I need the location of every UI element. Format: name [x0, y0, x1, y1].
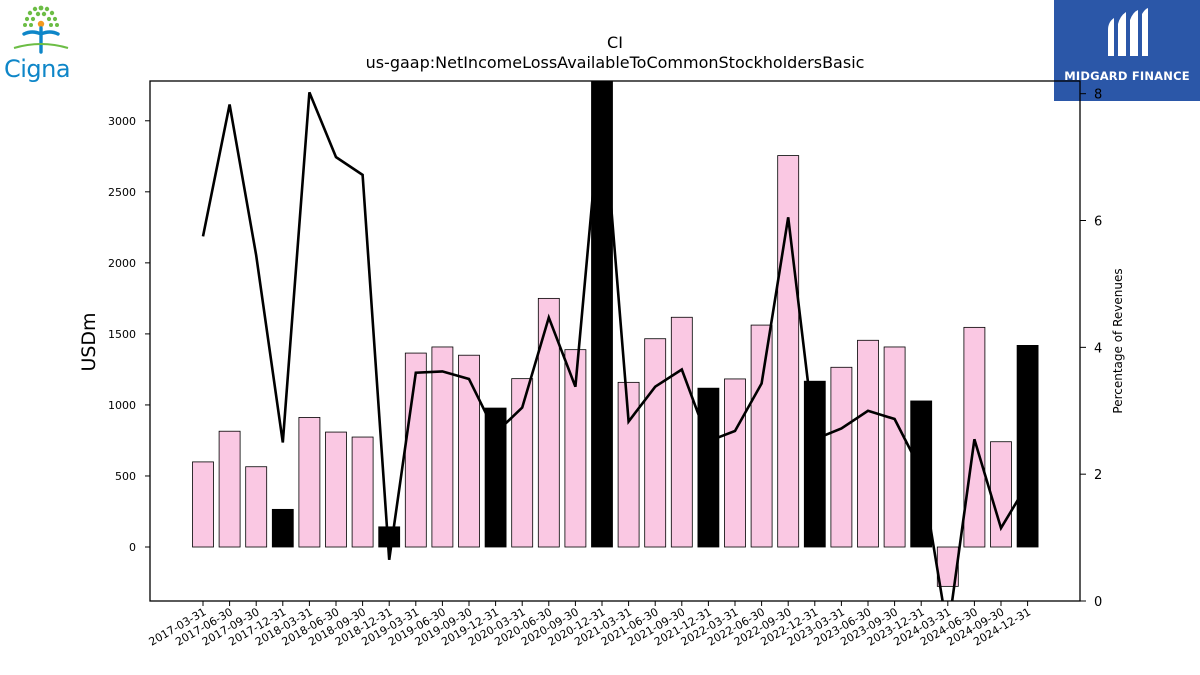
y-tick-label: 500: [115, 470, 136, 483]
y-tick-label: 1000: [108, 399, 136, 412]
y-tick-label: 3000: [108, 115, 136, 128]
chart-title: CI: [607, 33, 623, 52]
bar-2019-06-30: [431, 346, 454, 548]
y2-tick-label: 6: [1094, 215, 1102, 230]
bar-2024-06-30: [963, 326, 986, 548]
bar-2018-06-30: [325, 431, 347, 548]
plot-clip-group: [192, 81, 1039, 601]
bar-2017-12-31: [271, 508, 294, 548]
bar-2023-06-30: [857, 339, 879, 548]
bar-2018-09-30: [351, 436, 374, 548]
bar-2022-06-30: [750, 324, 773, 548]
bar-2019-12-31: [484, 407, 507, 548]
bar-2021-09-30: [670, 316, 693, 548]
y-tick-label: 2000: [108, 257, 136, 270]
cigna-wordmark: Cigna: [4, 55, 71, 83]
bar-2021-06-30: [644, 338, 667, 548]
bar-2021-03-31: [617, 381, 640, 548]
y2-tick-label: 2: [1094, 468, 1102, 483]
bar-2023-03-31: [830, 366, 853, 548]
midgard-finance-logo: MIDGARD FINANCE: [1054, 0, 1200, 101]
bar-2017-09-30: [245, 466, 268, 548]
midgard-finance-wordmark: MIDGARD FINANCE: [1064, 69, 1190, 83]
bar-2019-03-31: [404, 352, 427, 548]
bar-2017-03-31: [192, 461, 214, 548]
bar-2022-09-30: [777, 155, 800, 548]
bar-2023-09-30: [883, 346, 906, 548]
plot-area: 050010001500200025003000024682017-03-312…: [108, 80, 1102, 649]
bar-2021-12-31: [697, 387, 720, 548]
bar-2020-03-31: [511, 378, 534, 548]
bar-2024-12-31: [1016, 345, 1039, 548]
bar-2022-12-31: [803, 380, 826, 548]
bar-2024-09-30: [990, 441, 1012, 548]
y2-tick-label: 8: [1094, 88, 1102, 103]
y2-axis-label: Percentage of Revenues: [1111, 268, 1125, 413]
cigna-logo: Cigna: [0, 0, 84, 92]
bar-2020-09-30: [564, 349, 587, 548]
bar-2019-09-30: [458, 354, 480, 548]
bar-2020-12-31: [591, 81, 613, 548]
bar-2020-06-30: [537, 297, 560, 548]
y-tick-label: 2500: [108, 186, 136, 199]
chart-subtitle: us-gaap:NetIncomeLossAvailableToCommonSt…: [366, 53, 865, 72]
plot-frame: [149, 80, 1081, 602]
bar-2022-03-31: [724, 378, 746, 548]
y2-tick-label: 0: [1094, 595, 1102, 610]
midgard-emblem-icon: [1108, 8, 1148, 56]
tree-person-icon: [13, 5, 69, 54]
percentage-line: [201, 91, 1029, 601]
y-tick-label: 0: [129, 541, 136, 554]
y-tick-label: 1500: [108, 328, 136, 341]
y-axis-label: USDm: [78, 312, 100, 371]
bar-2018-03-31: [298, 417, 321, 548]
bar-2017-06-30: [218, 430, 241, 548]
y2-tick-label: 4: [1094, 341, 1102, 356]
